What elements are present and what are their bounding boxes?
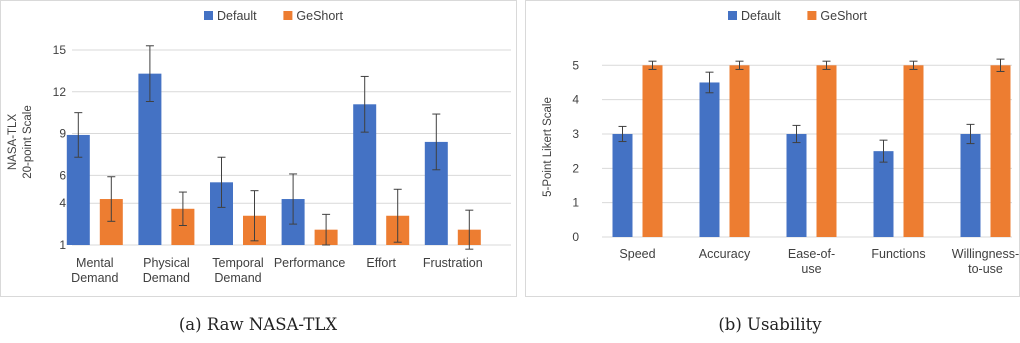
chart-frame (525, 0, 1020, 297)
y-tick-label: 12 (53, 85, 67, 99)
x-tick-label: Mental (76, 256, 114, 270)
bar-geshort (903, 65, 924, 238)
bar-geshort (990, 65, 1011, 238)
y-tick-label: 5 (572, 58, 579, 72)
legend-swatch-default (204, 11, 213, 20)
bar-default (424, 141, 448, 245)
bar-default (353, 104, 377, 245)
y-tick-label: 4 (572, 93, 579, 107)
y-tick-label: 1 (59, 238, 66, 252)
bar-geshort (729, 65, 750, 238)
y-axis-label: NASA-TLX (7, 114, 19, 171)
legend-swatch-geshort (807, 11, 817, 20)
legend-label-geshort: GeShort (296, 9, 343, 23)
legend-label-geshort: GeShort (820, 9, 867, 23)
bar-geshort (99, 199, 123, 245)
y-tick-label: 15 (53, 43, 67, 57)
bar-default (66, 134, 90, 245)
bar-default (960, 133, 981, 237)
x-tick-label: use (801, 262, 821, 276)
x-tick-label: Accuracy (699, 247, 751, 261)
caption: (b) Usability (718, 315, 822, 334)
x-tick-label: Demand (71, 271, 118, 285)
x-tick-label: Temporal (212, 256, 263, 270)
bar-default (786, 133, 807, 237)
y-tick-label: 9 (59, 127, 66, 141)
bar-geshort (642, 65, 663, 238)
y-axis-label: 5-Point Likert Scale (542, 97, 554, 197)
bar-default (210, 182, 233, 245)
bar-default (699, 82, 720, 237)
bar-default (138, 73, 162, 245)
y-tick-label: 0 (572, 230, 579, 244)
x-tick-label: Physical (143, 256, 190, 270)
legend-label-default: Default (217, 9, 257, 23)
bar-default (873, 151, 894, 237)
x-tick-label: Ease-of- (788, 247, 835, 261)
x-tick-label: Speed (619, 247, 655, 261)
caption: (a) Raw NASA-TLX (179, 315, 337, 334)
bar-geshort (171, 208, 195, 245)
y-axis-label: 20-point Scale (22, 105, 34, 179)
bar-default (612, 133, 633, 237)
y-tick-label: 6 (59, 168, 66, 182)
y-tick-label: 4 (59, 196, 66, 210)
y-tick-label: 3 (572, 127, 579, 141)
x-tick-label: Frustration (423, 256, 483, 270)
x-tick-label: Willingness- (952, 247, 1019, 261)
x-tick-label: Functions (871, 247, 925, 261)
y-tick-label: 1 (572, 196, 579, 210)
legend-label-default: Default (741, 9, 781, 23)
chart-frame (0, 0, 517, 297)
x-tick-label: Demand (143, 271, 190, 285)
panel-usability: 0 1 2 3 4 5 5-Point Likert Scale Speed Accuracy E… (525, 0, 1020, 334)
x-tick-label: to-use (968, 262, 1003, 276)
x-tick-label: Effort (366, 256, 396, 270)
legend-swatch-geshort (283, 11, 293, 20)
x-tick-label: Performance (274, 256, 346, 270)
x-tick-label: Demand (214, 271, 261, 285)
y-tick-label: 2 (572, 161, 579, 175)
bar-geshort (816, 65, 837, 238)
legend-swatch-default (728, 11, 737, 20)
